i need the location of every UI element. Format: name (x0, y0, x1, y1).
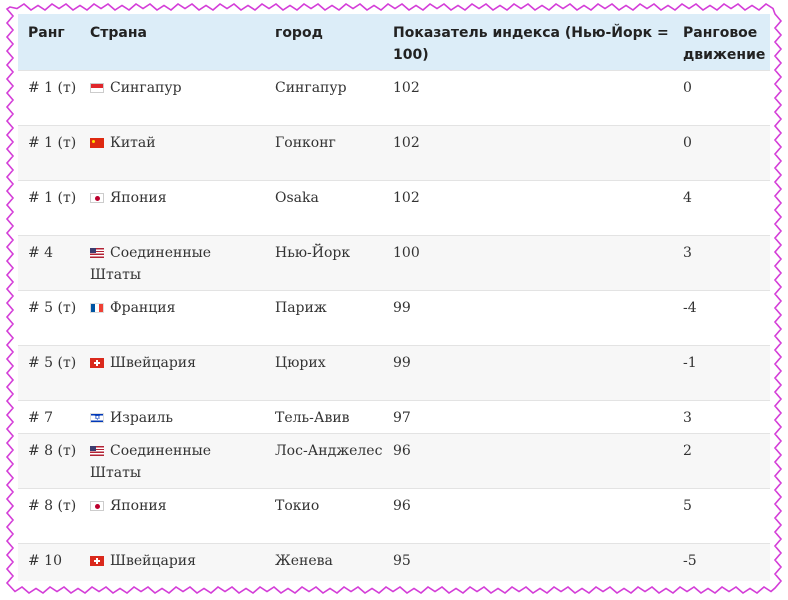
cell-city: Лос-Анджелес (265, 433, 383, 489)
cell-index: 95 (383, 543, 673, 581)
table-row: # 4 Соединенные Штаты Нью-Йорк 100 3 (18, 235, 770, 291)
country-name: Франция (110, 300, 176, 316)
cell-index: 96 (383, 433, 673, 489)
header-rank: Ранг (18, 14, 80, 71)
cell-movement: 0 (673, 125, 770, 181)
cell-city: Париж (265, 290, 383, 346)
table-row: # 5 (т) Швейцария Цюрих 99 -1 (18, 345, 770, 401)
japan-flag-icon (90, 193, 104, 203)
usa-flag-icon (90, 446, 104, 456)
header-index: Показатель индекса (Нью-Йорк = 100) (383, 14, 673, 71)
country-name: Швейцария (110, 553, 196, 569)
cell-country: Япония (80, 180, 265, 236)
table-row: # 8 (т) Соединенные Штаты Лос-Анджелес 96 2 (18, 433, 770, 489)
cell-index: 100 (383, 235, 673, 291)
france-flag-icon (90, 303, 104, 313)
header-movement: Ранговое движение (673, 14, 770, 71)
table-row: # 1 (т) Сингапур Сингапур 102 0 (18, 70, 770, 126)
cell-rank: # 8 (т) (18, 488, 80, 544)
ranking-table-container: Ранг Страна город Показатель индекса (Нь… (18, 14, 770, 581)
cell-country: Соединенные Штаты (80, 235, 265, 291)
country-name: Соединенные Штаты (90, 443, 212, 481)
cell-index: 102 (383, 70, 673, 126)
cell-index: 96 (383, 488, 673, 544)
cell-rank: # 8 (т) (18, 433, 80, 489)
cell-rank: # 7 (18, 400, 80, 434)
cell-movement: -4 (673, 290, 770, 346)
table-row: # 8 (т) Япония Токио 96 5 (18, 488, 770, 544)
cell-country: Израиль (80, 400, 265, 434)
cell-movement: 0 (673, 70, 770, 126)
cell-movement: 5 (673, 488, 770, 544)
cell-country: Франция (80, 290, 265, 346)
cell-city: Нью-Йорк (265, 235, 383, 291)
cell-country: Китай (80, 125, 265, 181)
cell-country: Швейцария (80, 345, 265, 401)
switzerland-flag-icon (90, 556, 104, 566)
cell-rank: # 1 (т) (18, 180, 80, 236)
cell-movement: 3 (673, 235, 770, 291)
cell-movement: 3 (673, 400, 770, 434)
cell-city: Токио (265, 488, 383, 544)
cell-rank: # 1 (т) (18, 125, 80, 181)
israel-flag-icon (90, 413, 104, 423)
cell-rank: # 5 (т) (18, 345, 80, 401)
usa-flag-icon (90, 248, 104, 258)
cell-movement: 4 (673, 180, 770, 236)
cell-city: Тель-Авив (265, 400, 383, 434)
table-row: # 1 (т) Япония Osaka 102 4 (18, 180, 770, 236)
country-name: Сингапур (110, 80, 182, 96)
country-name: Соединенные Штаты (90, 245, 212, 283)
cell-rank: # 10 (18, 543, 80, 581)
cell-movement: -1 (673, 345, 770, 401)
cell-city: Сингапур (265, 70, 383, 126)
cell-movement: -5 (673, 543, 770, 581)
table-row: # 1 (т) Китай Гонконг 102 0 (18, 125, 770, 181)
cell-city: Osaka (265, 180, 383, 236)
header-country: Страна (80, 14, 265, 71)
cell-index: 99 (383, 345, 673, 401)
cell-country: Соединенные Штаты (80, 433, 265, 489)
table-row: # 10 Швейцария Женева 95 -5 (18, 543, 770, 581)
country-name: Китай (110, 135, 156, 151)
cell-rank: # 4 (18, 235, 80, 291)
switzerland-flag-icon (90, 358, 104, 368)
cell-city: Гонконг (265, 125, 383, 181)
china-flag-icon (90, 138, 104, 148)
cell-rank: # 1 (т) (18, 70, 80, 126)
cell-index: 97 (383, 400, 673, 434)
table-header-row: Ранг Страна город Показатель индекса (Нь… (18, 14, 770, 71)
country-name: Швейцария (110, 355, 196, 371)
cell-city: Женева (265, 543, 383, 581)
japan-flag-icon (90, 501, 104, 511)
cell-rank: # 5 (т) (18, 290, 80, 346)
country-name: Япония (110, 498, 167, 514)
cell-index: 102 (383, 125, 673, 181)
singapore-flag-icon (90, 83, 104, 93)
ranking-table: Ранг Страна город Показатель индекса (Нь… (18, 14, 770, 581)
cell-index: 102 (383, 180, 673, 236)
header-city: город (265, 14, 383, 71)
cell-country: Сингапур (80, 70, 265, 126)
cell-country: Япония (80, 488, 265, 544)
cell-index: 99 (383, 290, 673, 346)
cell-movement: 2 (673, 433, 770, 489)
cell-country: Швейцария (80, 543, 265, 581)
table-row: # 5 (т) Франция Париж 99 -4 (18, 290, 770, 346)
country-name: Япония (110, 190, 167, 206)
cell-city: Цюрих (265, 345, 383, 401)
country-name: Израиль (110, 410, 173, 426)
